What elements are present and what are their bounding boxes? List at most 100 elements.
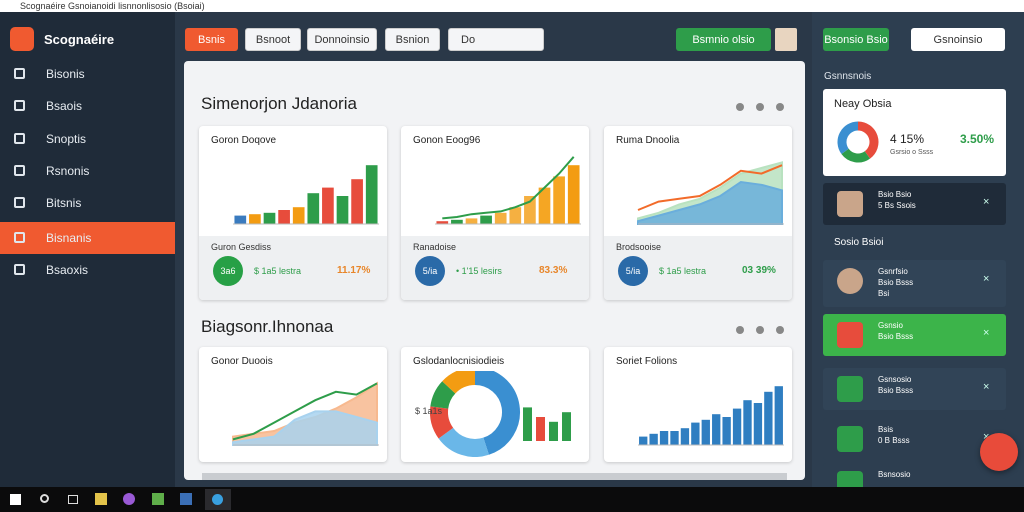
nav-icon: [14, 197, 25, 209]
bar: [509, 207, 522, 224]
section-icon[interactable]: [776, 103, 784, 111]
pie-slice: [442, 371, 476, 394]
right-button[interactable]: Bsonsio Bsio: [823, 28, 889, 51]
window-title: Scognaéire Gsnoianoidi lisnnonlisosio (B…: [20, 1, 205, 11]
nav-item[interactable]: Rsnonis: [0, 155, 175, 187]
badge: 5/ia: [618, 256, 648, 286]
area: [637, 180, 783, 225]
section-icon[interactable]: [756, 103, 764, 111]
list-item[interactable]: Gsnsosio Bsio Bsss ×: [823, 368, 1006, 410]
side-label: $ 1a1s: [415, 406, 443, 416]
card: Gonon Eoog96 Ranadoise 5/ia • 1'15 lesirs 83…: [401, 126, 589, 300]
chart: [233, 165, 379, 225]
list-item[interactable]: Gsnsio Bsio Bsss ×: [823, 314, 1006, 356]
card-footer: Ranadoise 5/ia • 1'15 lesirs 83.3%: [401, 236, 589, 300]
item-icon: [837, 268, 863, 294]
app-icon[interactable]: [180, 493, 192, 505]
nav-item[interactable]: Bisonis: [0, 58, 175, 90]
nav-icon: [14, 132, 25, 144]
bar: [753, 403, 763, 445]
app-name: Scognaéire: [44, 32, 115, 47]
toolbar-button[interactable]: Donnoinsio: [307, 28, 377, 51]
footer-title: Brodsooise: [616, 242, 662, 252]
right-panel: Bsonsio Bsio Gsnoinsio Gsnnsnois Neay Obsia…: [812, 12, 1024, 505]
nav-item[interactable]: Snoptis: [0, 123, 175, 155]
toolbar-button[interactable]: Bsnion: [385, 28, 440, 51]
card: Gonor Duoois: [199, 347, 387, 462]
close-icon[interactable]: ×: [983, 381, 990, 393]
bar: [451, 219, 463, 224]
toolbar-button[interactable]: Bsnis: [185, 28, 238, 51]
bar: [691, 422, 700, 445]
bar: [549, 421, 558, 441]
nav-item[interactable]: Bsaois: [0, 90, 175, 122]
item-icon: [837, 191, 863, 217]
bar: [292, 207, 305, 224]
action-button[interactable]: Bsmnio olsio: [676, 28, 771, 51]
scrollbar: [202, 473, 787, 480]
fab[interactable]: [980, 433, 1018, 471]
chart: [435, 156, 581, 225]
item-text: 5 Bs Ssois: [878, 201, 916, 210]
nav-label: Bsaoxis: [46, 262, 89, 277]
summary-value: 4 15%: [890, 132, 925, 146]
bar: [670, 431, 679, 445]
item-icon: [837, 322, 863, 348]
avatar: [775, 28, 797, 51]
toolbar-button[interactable]: Bsnoot: [245, 28, 301, 51]
close-icon[interactable]: ×: [983, 196, 990, 208]
bar: [639, 436, 648, 445]
bar: [649, 433, 658, 445]
bar: [322, 187, 334, 224]
bar: [562, 412, 571, 441]
item-text: Gsnsosio: [878, 375, 912, 384]
close-icon[interactable]: ×: [983, 273, 990, 285]
bar: [659, 431, 669, 445]
change: 83.3%: [539, 265, 568, 276]
nav-item[interactable]: Bisnanis: [0, 221, 175, 254]
chart: $ 1a1s: [415, 371, 571, 457]
right-heading: Gsnnsnois: [824, 71, 872, 82]
pie-slice: [841, 148, 871, 163]
card-title: Soriet Folions: [616, 356, 678, 367]
toolbar: Bsnis Bsnoot Donnoinsio Bsnion Do Bsmnio olsi…: [175, 12, 812, 52]
bar: [278, 210, 290, 224]
app-icon[interactable]: [95, 493, 107, 505]
section-icon[interactable]: [756, 326, 764, 334]
bar: [524, 196, 536, 224]
task-view[interactable]: [68, 495, 78, 504]
close-icon[interactable]: ×: [983, 327, 990, 339]
card-title: Gonor Duoois: [211, 356, 273, 367]
amount: • 1'15 lesirs: [456, 266, 502, 276]
summary-change: 3.50%: [960, 132, 995, 146]
bar: [365, 165, 378, 224]
amount: $ 1a5 lestra: [254, 266, 302, 276]
card-title: Gslodanlocnisiodieis: [413, 356, 505, 367]
list-item[interactable]: Bsio Bsio 5 Bs Ssois ×: [823, 183, 1006, 225]
app-icon[interactable]: [152, 493, 164, 505]
section-icon[interactable]: [736, 103, 744, 111]
search-icon[interactable]: [40, 494, 49, 503]
nav-item[interactable]: Bsaoxis: [0, 254, 175, 286]
chart: [837, 121, 879, 163]
card: Soriet Folions: [604, 347, 792, 462]
amount: $ 1a5 lestra: [659, 266, 707, 276]
bar: [249, 214, 261, 224]
active-app[interactable]: [205, 489, 231, 510]
right-button[interactable]: Gsnoinsio: [911, 28, 1005, 51]
nav-icon: [14, 231, 25, 243]
toolbar-button[interactable]: Do: [448, 28, 544, 51]
section-icon[interactable]: [776, 326, 784, 334]
list-item[interactable]: Gsnrfsio Bsio Bsss Bsi ×: [823, 260, 1006, 307]
nav-label: Rsnonis: [46, 163, 90, 178]
item-text: Gsnrfsio: [878, 267, 908, 276]
section-title: Biagsonr.Ihnonaa: [201, 317, 334, 336]
bar: [234, 215, 247, 224]
nav-item[interactable]: Bitsnis: [0, 187, 175, 219]
app-icon[interactable]: [123, 493, 135, 505]
item-text: Bsio Bsss: [878, 386, 914, 395]
badge: 5/ia: [415, 256, 445, 286]
section-icon[interactable]: [736, 326, 744, 334]
start-button[interactable]: [10, 494, 21, 505]
